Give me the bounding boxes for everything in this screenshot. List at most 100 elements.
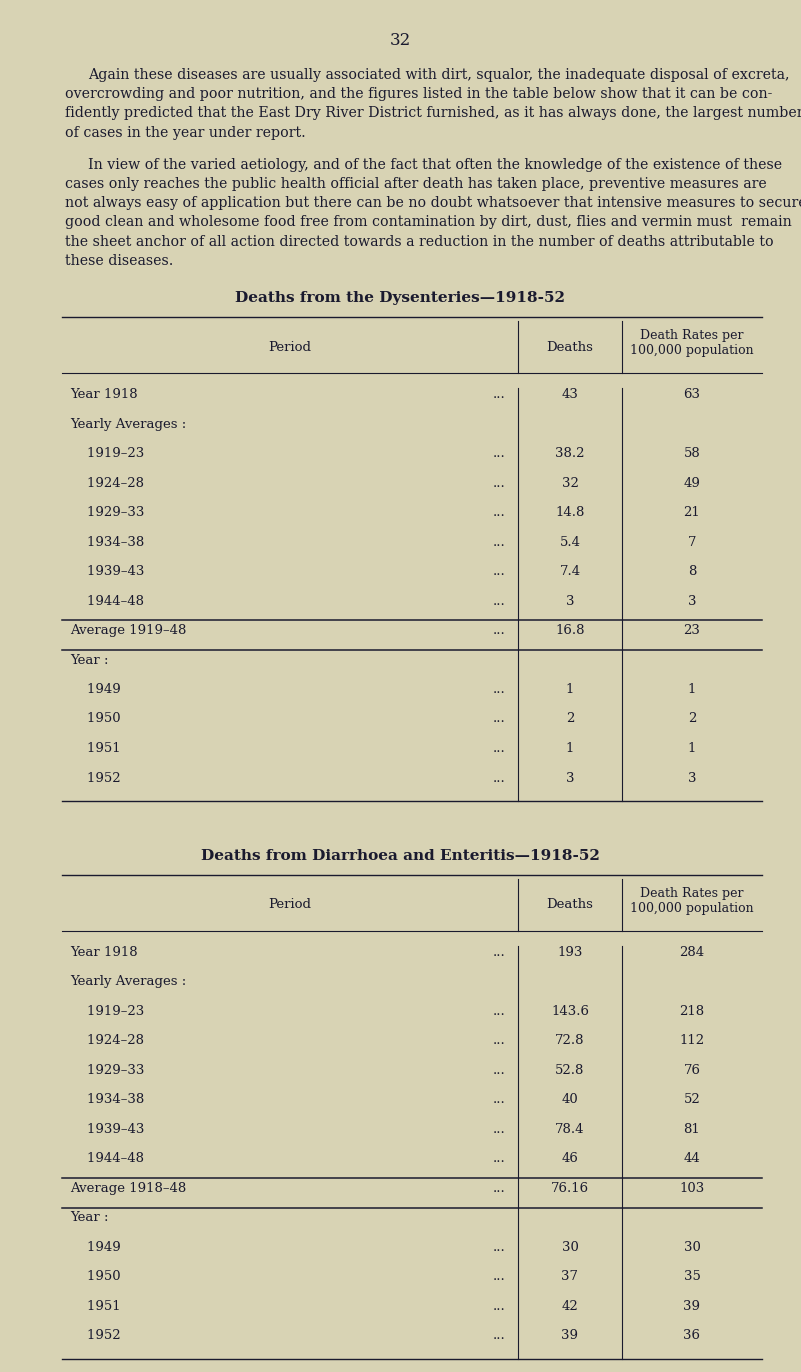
- Text: 44: 44: [683, 1152, 700, 1165]
- Text: 52: 52: [683, 1093, 700, 1106]
- Text: 1924–28: 1924–28: [70, 476, 144, 490]
- Text: 38.2: 38.2: [555, 447, 585, 460]
- Text: Period: Period: [268, 340, 312, 354]
- Text: 1929–33: 1929–33: [70, 506, 144, 519]
- Text: 284: 284: [679, 947, 705, 959]
- Text: fidently predicted that the East Dry River District furnished, as it has always : fidently predicted that the East Dry Riv…: [65, 107, 801, 121]
- Text: 1939–43: 1939–43: [70, 1124, 144, 1136]
- Text: 1: 1: [566, 742, 574, 755]
- Text: 218: 218: [679, 1006, 705, 1018]
- Text: 1: 1: [566, 683, 574, 696]
- Text: Deaths from the Dysenteries—1918-52: Deaths from the Dysenteries—1918-52: [235, 291, 565, 305]
- Text: 3: 3: [688, 771, 696, 785]
- Text: 1934–38: 1934–38: [70, 1093, 144, 1106]
- Text: 1950: 1950: [70, 712, 121, 726]
- Text: cases only reaches the public health official after death has taken place, preve: cases only reaches the public health off…: [65, 177, 767, 191]
- Text: Average 1918–48: Average 1918–48: [70, 1183, 187, 1195]
- Text: these diseases.: these diseases.: [65, 254, 173, 268]
- Text: Deaths: Deaths: [546, 899, 594, 911]
- Text: 35: 35: [683, 1270, 700, 1283]
- Text: 1949: 1949: [70, 1242, 121, 1254]
- Text: 2: 2: [566, 712, 574, 726]
- Text: 1924–28: 1924–28: [70, 1034, 144, 1047]
- Text: Deaths: Deaths: [546, 340, 594, 354]
- Text: In view of the varied aetiology, and of the fact that often the knowledge of the: In view of the varied aetiology, and of …: [88, 158, 782, 172]
- Text: 39: 39: [562, 1329, 578, 1342]
- Text: ...: ...: [493, 712, 506, 726]
- Text: 76: 76: [683, 1065, 701, 1077]
- Text: 32: 32: [389, 32, 411, 49]
- Text: Again these diseases are usually associated with dirt, squalor, the inadequate d: Again these diseases are usually associa…: [88, 69, 790, 82]
- Text: of cases in the year under report.: of cases in the year under report.: [65, 126, 306, 140]
- Text: 193: 193: [557, 947, 582, 959]
- Text: 23: 23: [683, 624, 700, 637]
- Text: 49: 49: [683, 476, 700, 490]
- Text: ...: ...: [493, 1006, 506, 1018]
- Text: 103: 103: [679, 1183, 705, 1195]
- Text: ...: ...: [493, 1093, 506, 1106]
- Text: ...: ...: [493, 1301, 506, 1313]
- Text: ...: ...: [493, 476, 506, 490]
- Text: 58: 58: [683, 447, 700, 460]
- Text: overcrowding and poor nutrition, and the figures listed in the table below show : overcrowding and poor nutrition, and the…: [65, 88, 772, 102]
- Text: 1: 1: [688, 742, 696, 755]
- Text: 3: 3: [688, 594, 696, 608]
- Text: ...: ...: [493, 535, 506, 549]
- Text: Year :: Year :: [70, 653, 108, 667]
- Text: 3: 3: [566, 771, 574, 785]
- Text: Yearly Averages :: Yearly Averages :: [70, 417, 187, 431]
- Text: 5.4: 5.4: [560, 535, 581, 549]
- Text: ...: ...: [493, 1270, 506, 1283]
- Text: 43: 43: [562, 388, 578, 401]
- Text: ...: ...: [493, 1152, 506, 1165]
- Text: 1919–23: 1919–23: [70, 1006, 144, 1018]
- Text: 39: 39: [683, 1301, 701, 1313]
- Text: 1944–48: 1944–48: [70, 1152, 144, 1165]
- Text: Year 1918: Year 1918: [70, 947, 138, 959]
- Text: ...: ...: [493, 771, 506, 785]
- Text: 81: 81: [683, 1124, 700, 1136]
- Text: 78.4: 78.4: [555, 1124, 585, 1136]
- Text: 143.6: 143.6: [551, 1006, 589, 1018]
- Text: 16.8: 16.8: [555, 624, 585, 637]
- Text: ...: ...: [493, 1242, 506, 1254]
- Text: 2: 2: [688, 712, 696, 726]
- Text: ...: ...: [493, 594, 506, 608]
- Text: 8: 8: [688, 565, 696, 578]
- Text: 1939–43: 1939–43: [70, 565, 144, 578]
- Text: 112: 112: [679, 1034, 705, 1047]
- Text: 7: 7: [688, 535, 696, 549]
- Text: the sheet anchor of all action directed towards a reduction in the number of dea: the sheet anchor of all action directed …: [65, 235, 774, 248]
- Text: not always easy of application but there can be no doubt whatsoever that intensi: not always easy of application but there…: [65, 196, 801, 210]
- Text: 30: 30: [562, 1242, 578, 1254]
- Text: ...: ...: [493, 624, 506, 637]
- Text: Year :: Year :: [70, 1211, 108, 1224]
- Text: ...: ...: [493, 447, 506, 460]
- Text: 42: 42: [562, 1301, 578, 1313]
- Text: 1934–38: 1934–38: [70, 535, 144, 549]
- Text: ...: ...: [493, 506, 506, 519]
- Text: 76.16: 76.16: [551, 1183, 589, 1195]
- Text: Average 1919–48: Average 1919–48: [70, 624, 187, 637]
- Text: ...: ...: [493, 1065, 506, 1077]
- Text: ...: ...: [493, 388, 506, 401]
- Text: 1919–23: 1919–23: [70, 447, 144, 460]
- Text: 21: 21: [683, 506, 700, 519]
- Text: 7.4: 7.4: [559, 565, 581, 578]
- Text: ...: ...: [493, 565, 506, 578]
- Text: 36: 36: [683, 1329, 701, 1342]
- Text: 72.8: 72.8: [555, 1034, 585, 1047]
- Text: 40: 40: [562, 1093, 578, 1106]
- Text: 30: 30: [683, 1242, 700, 1254]
- Text: 3: 3: [566, 594, 574, 608]
- Text: 1949: 1949: [70, 683, 121, 696]
- Text: 1951: 1951: [70, 742, 121, 755]
- Text: 1929–33: 1929–33: [70, 1065, 144, 1077]
- Text: ...: ...: [493, 1124, 506, 1136]
- Text: 63: 63: [683, 388, 701, 401]
- Text: 46: 46: [562, 1152, 578, 1165]
- Text: Deaths from Diarrhoea and Enteritis—1918-52: Deaths from Diarrhoea and Enteritis—1918…: [200, 849, 599, 863]
- Text: Period: Period: [268, 899, 312, 911]
- Text: 1952: 1952: [70, 1329, 121, 1342]
- Text: 32: 32: [562, 476, 578, 490]
